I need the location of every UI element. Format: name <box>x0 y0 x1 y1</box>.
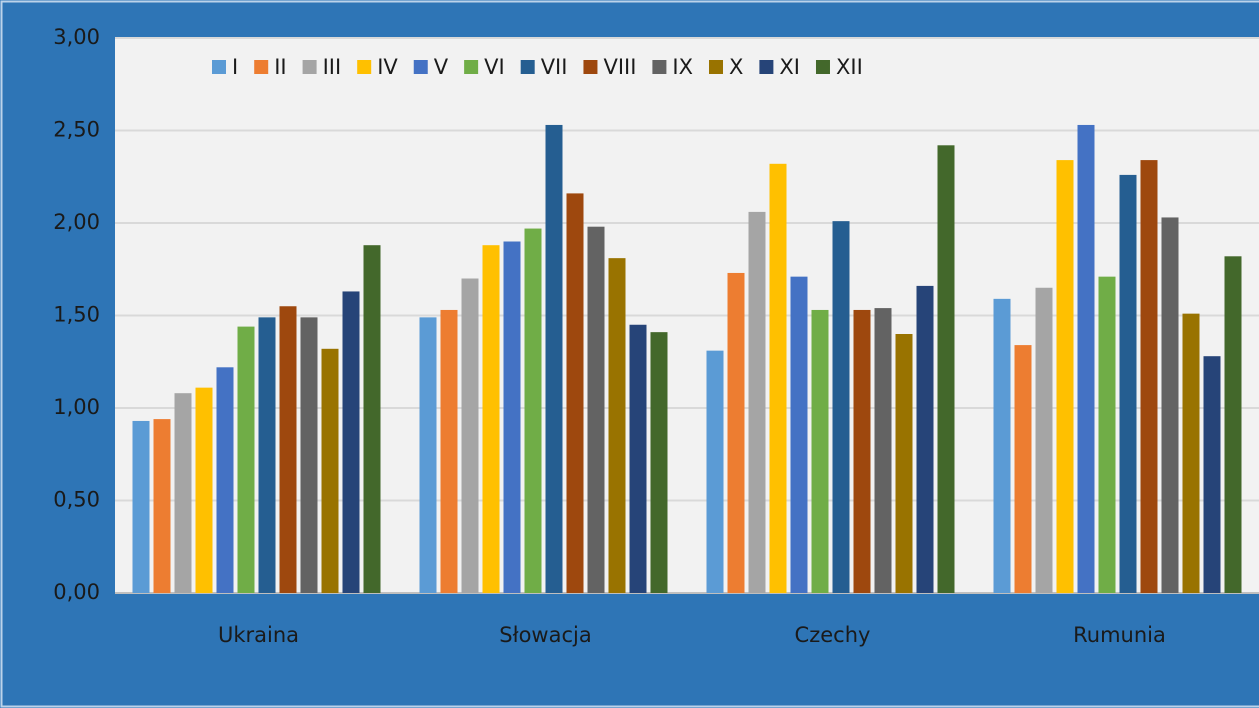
bar <box>545 124 563 593</box>
bar <box>461 278 479 593</box>
bar <box>769 163 787 594</box>
legend-label: I <box>232 55 238 79</box>
legend-swatch <box>302 60 317 74</box>
bar <box>1182 313 1200 593</box>
legend-label: VIII <box>603 55 636 79</box>
legend-label: III <box>323 55 342 79</box>
bar <box>300 317 318 593</box>
y-tick-label: 3,00 <box>53 25 100 49</box>
bar <box>853 309 871 593</box>
legend-label: V <box>434 55 449 79</box>
bar <box>321 348 339 593</box>
bar <box>1224 256 1242 593</box>
bar <box>937 145 955 594</box>
bar <box>153 419 171 593</box>
legend-label: II <box>274 55 286 79</box>
bar <box>1014 345 1032 593</box>
bar <box>608 258 626 593</box>
bar <box>587 226 605 593</box>
bar <box>748 211 766 593</box>
y-tick-label: 2,00 <box>53 210 100 234</box>
bar <box>195 387 213 593</box>
legend-label: X <box>729 55 743 79</box>
x-tick-label: Ukraina <box>218 623 299 647</box>
x-tick-label: Czechy <box>795 623 871 647</box>
legend-swatch <box>254 60 269 74</box>
bar <box>1119 174 1137 593</box>
legend-swatch <box>759 60 774 74</box>
y-tick-label: 0,00 <box>53 580 100 604</box>
bar <box>440 309 458 593</box>
bar <box>342 291 360 593</box>
bar <box>237 326 255 593</box>
legend-swatch <box>520 60 535 74</box>
bar <box>419 317 437 593</box>
x-tick-label: Słowacja <box>499 623 591 647</box>
y-tick-label: 2,50 <box>53 118 100 142</box>
bar <box>874 308 892 593</box>
legend-swatch <box>212 60 226 74</box>
legend-label: VII <box>541 55 568 79</box>
bar <box>1203 356 1221 593</box>
bar <box>566 193 584 593</box>
bar <box>895 334 913 593</box>
y-tick-label: 0,50 <box>53 488 100 512</box>
bar <box>832 221 850 593</box>
bar <box>363 245 381 593</box>
bar <box>916 285 934 593</box>
bar <box>706 350 724 593</box>
bar <box>790 276 808 593</box>
bar <box>216 367 234 593</box>
bar <box>132 420 150 593</box>
y-tick-label: 1,50 <box>53 303 100 327</box>
legend-swatch <box>652 60 667 74</box>
bar <box>727 272 745 593</box>
bar <box>279 306 297 593</box>
legend-label: IV <box>377 55 398 79</box>
bar <box>524 228 542 594</box>
bar <box>1035 287 1053 593</box>
bar <box>650 332 668 593</box>
bar <box>1098 276 1116 593</box>
bar <box>482 245 500 593</box>
bar <box>258 317 276 593</box>
bar <box>629 324 647 593</box>
bar <box>1056 160 1074 593</box>
y-tick-label: 1,00 <box>53 395 100 419</box>
bar <box>174 393 192 593</box>
legend-swatch <box>583 60 598 74</box>
bar <box>993 298 1011 593</box>
legend-swatch <box>709 60 723 74</box>
bar <box>1077 124 1095 593</box>
bar <box>1140 160 1158 593</box>
bar <box>811 309 829 593</box>
legend-swatch <box>464 60 479 74</box>
x-tick-label: Rumunia <box>1073 623 1166 647</box>
bar <box>1161 217 1179 593</box>
legend-label: XII <box>836 55 863 79</box>
legend-swatch <box>815 60 830 74</box>
legend-swatch <box>413 60 428 74</box>
bar <box>503 241 521 593</box>
legend-swatch <box>357 60 372 74</box>
legend-label: VI <box>484 55 505 79</box>
legend-label: IX <box>672 55 693 79</box>
legend-label: XI <box>779 55 800 79</box>
